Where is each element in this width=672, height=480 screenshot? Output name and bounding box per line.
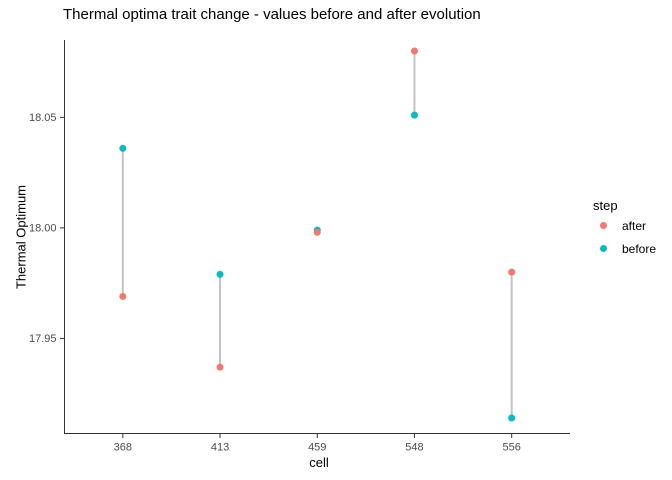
chart-title: Thermal optima trait change - values bef… [63, 6, 481, 23]
legend-dot-before-icon [600, 245, 607, 252]
data-point-before [410, 111, 418, 119]
y-tick-label: 18.05 [29, 112, 57, 124]
legend-item-after: after [589, 214, 656, 237]
data-point-before [119, 144, 127, 152]
legend-item-before: before [589, 237, 656, 260]
legend-label-after: after [622, 218, 647, 233]
data-point-after [119, 292, 127, 300]
y-tick-label: 18.00 [29, 223, 57, 235]
legend-title: step [593, 198, 618, 213]
legend: step after before [589, 197, 656, 260]
data-point-after [508, 268, 516, 276]
legend-label-before: before [622, 241, 657, 256]
y-tick-label: 17.95 [29, 333, 57, 345]
y-axis-title: Thermal Optimum [13, 184, 29, 290]
x-tick-label: 556 [502, 442, 520, 454]
legend-dot-after-icon [600, 222, 607, 229]
x-tick-label: 368 [114, 442, 132, 454]
x-tick-label: 413 [211, 442, 229, 454]
data-point-before [216, 270, 224, 278]
data-point-after [410, 47, 418, 55]
x-tick-label: 459 [308, 442, 326, 454]
x-axis-title: cell [309, 455, 329, 470]
x-tick-label: 548 [405, 442, 423, 454]
data-point-after [313, 228, 321, 236]
data-point-before [508, 414, 516, 422]
data-point-after [216, 363, 224, 371]
